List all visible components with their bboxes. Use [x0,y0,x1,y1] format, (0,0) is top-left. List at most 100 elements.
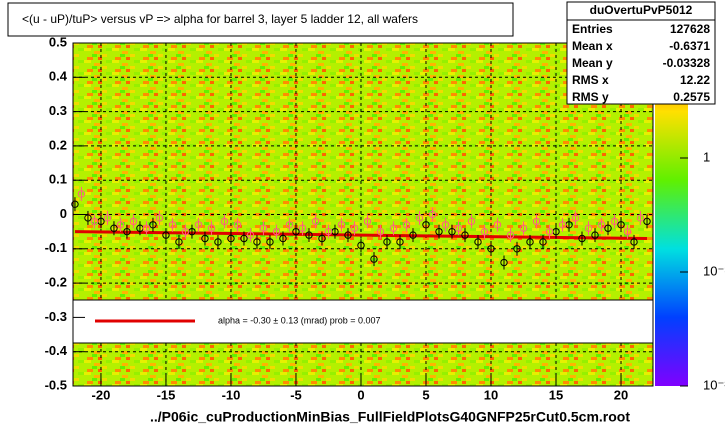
point [162,231,170,239]
stats-key: RMS x [572,73,609,87]
point [110,224,118,232]
y-tick-label: 0.3 [49,103,67,118]
point [435,227,443,236]
x-tick-label: 10 [484,387,498,402]
point [71,200,79,208]
point [292,227,300,236]
stats-value: -0.6371 [669,39,710,53]
x-tick-label: -5 [290,387,302,402]
point [285,221,294,229]
y-tick-label: -0.5 [45,377,67,392]
colorbar-label: 10⁻¹ [703,263,725,278]
point [77,190,86,198]
point [324,227,333,236]
point [584,224,593,232]
point [493,221,502,229]
y-tick-label: -0.4 [45,343,68,358]
point [396,238,404,246]
point [253,238,261,246]
x-tick-label: -20 [92,387,111,402]
point [220,217,229,226]
y-tick-label: 0.4 [49,69,68,84]
stats-value: 127628 [670,22,710,36]
point [142,224,151,232]
y-tick-label: 0 [60,206,67,221]
point [545,227,554,236]
point [558,221,567,229]
point [129,217,138,226]
point [389,224,398,232]
point [350,224,359,232]
stats-key: Mean y [572,56,613,70]
point [383,238,391,246]
colorbar-label: 10⁻² [703,377,725,392]
point [357,241,365,250]
point [409,231,417,239]
y-tick-label: -0.3 [45,309,67,324]
point [513,245,521,253]
point [591,231,599,239]
point [428,210,437,219]
stats-key: Mean x [572,39,613,53]
point [201,234,209,243]
point [617,221,625,229]
point [422,221,430,229]
point [571,214,580,222]
point [630,238,638,246]
point [636,214,645,222]
y-tick-label: 0.5 [49,34,67,49]
point [604,224,612,232]
point [103,214,112,222]
point [461,231,469,239]
stats-key: Entries [572,22,613,36]
point [214,238,222,246]
point [272,227,281,236]
point [643,217,651,226]
point [526,238,534,246]
y-tick-label: -0.2 [45,275,67,290]
point [194,221,203,229]
point [610,217,619,226]
point [233,221,242,229]
stats-value: -0.03328 [663,56,711,70]
point [279,234,287,243]
stats-title: duOvertuPvP5012 [590,3,693,17]
point [500,258,508,267]
x-tick-label: 5 [422,387,429,402]
point [519,224,528,232]
point [441,221,450,229]
point [84,214,92,222]
y-tick-label: -0.1 [45,240,67,255]
point [623,227,632,236]
fit-line [74,230,648,241]
chart-title: <(u - uP)/tuP> versus vP => alpha for ba… [22,12,418,26]
point [149,221,157,229]
point [266,238,274,246]
stats-value: 12.22 [680,73,710,87]
x-tick-label: 0 [357,387,364,402]
point [298,224,307,232]
point [532,217,541,226]
point [175,238,183,246]
point [305,231,313,239]
x-tick-label: 20 [614,387,628,402]
point [155,214,164,222]
y-tick-label: 0.2 [49,137,67,152]
point [259,224,268,232]
point [376,227,385,236]
point [116,221,125,229]
point [90,217,99,226]
title-box [7,2,514,37]
colorbar-label: 1 [703,149,710,164]
point [168,221,177,229]
point [181,227,190,236]
point [539,238,547,246]
point [363,217,372,226]
point [240,234,248,243]
point [480,227,489,236]
point [597,221,606,229]
x-tick-label: 15 [549,387,563,402]
point [337,221,346,229]
x-axis-label: ../P06ic_cuProductionMinBias_FullFieldPl… [150,409,630,425]
